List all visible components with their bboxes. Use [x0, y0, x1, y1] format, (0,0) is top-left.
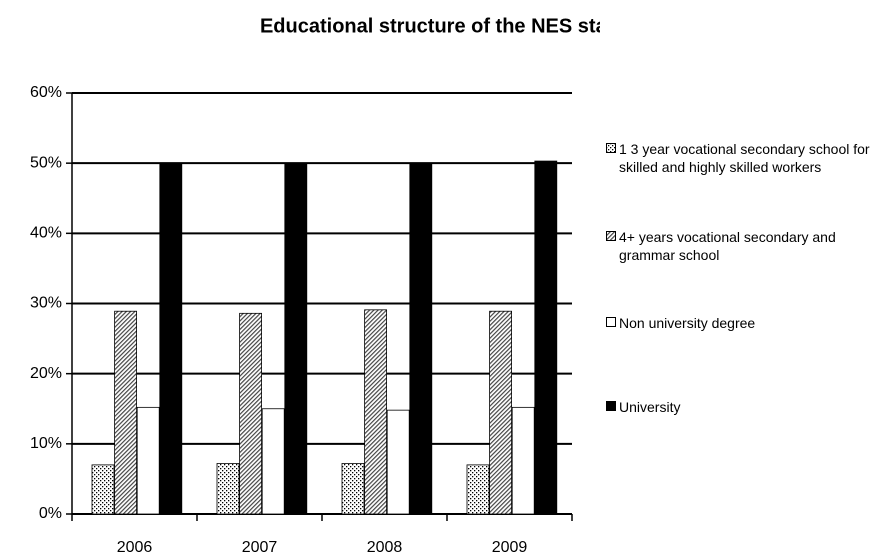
y-tick-label: 10%	[30, 435, 62, 452]
legend-item: 4+ years vocational secondary and gramma…	[606, 228, 878, 264]
chart-title: Educational structure of the NES staff	[260, 15, 600, 37]
x-tick-label: 2009	[492, 539, 528, 555]
y-tick-label: 20%	[30, 365, 62, 382]
chart: Educational structure of the NES staff 0…	[30, 15, 600, 555]
y-tick-label: 40%	[30, 225, 62, 242]
legend-swatch	[606, 317, 616, 327]
y-tick-label: 0%	[39, 505, 62, 522]
bar	[386, 409, 410, 515]
bar	[239, 312, 263, 515]
legend-item: Non university degree	[606, 314, 878, 332]
bar	[341, 463, 365, 515]
y-tick-label: 30%	[30, 295, 62, 312]
legend-swatch-box	[606, 401, 616, 411]
bar	[284, 163, 308, 515]
bar	[466, 464, 490, 515]
legend-swatch-box	[606, 231, 616, 241]
bar	[409, 163, 433, 515]
x-tick-label: 2006	[117, 539, 153, 555]
legend-swatch-box	[606, 317, 616, 327]
legend-label: 4+ years vocational secondary and gramma…	[619, 229, 836, 263]
x-tick-label: 2008	[367, 539, 403, 555]
bar	[159, 163, 183, 515]
legend-swatch	[606, 143, 616, 153]
bar	[91, 464, 115, 515]
y-tick-label: 50%	[30, 154, 62, 171]
legend-label: 1 3 year vocational secondary school for…	[619, 141, 870, 175]
bar	[511, 406, 535, 515]
bar	[364, 309, 388, 515]
legend-swatch-box	[606, 143, 616, 153]
x-tick-label: 2007	[242, 539, 278, 555]
bar	[216, 463, 240, 515]
bar	[114, 310, 137, 515]
legend-item: University	[606, 398, 878, 416]
bar	[534, 160, 558, 515]
legend-item: 1 3 year vocational secondary school for…	[606, 140, 878, 176]
legend-swatch	[606, 401, 616, 411]
bar	[136, 406, 160, 515]
y-tick-label: 60%	[30, 84, 62, 101]
bar	[489, 310, 513, 515]
legend-label: University	[619, 399, 681, 415]
legend-swatch	[606, 231, 616, 241]
bar	[261, 408, 285, 515]
legend-label: Non university degree	[619, 315, 756, 331]
